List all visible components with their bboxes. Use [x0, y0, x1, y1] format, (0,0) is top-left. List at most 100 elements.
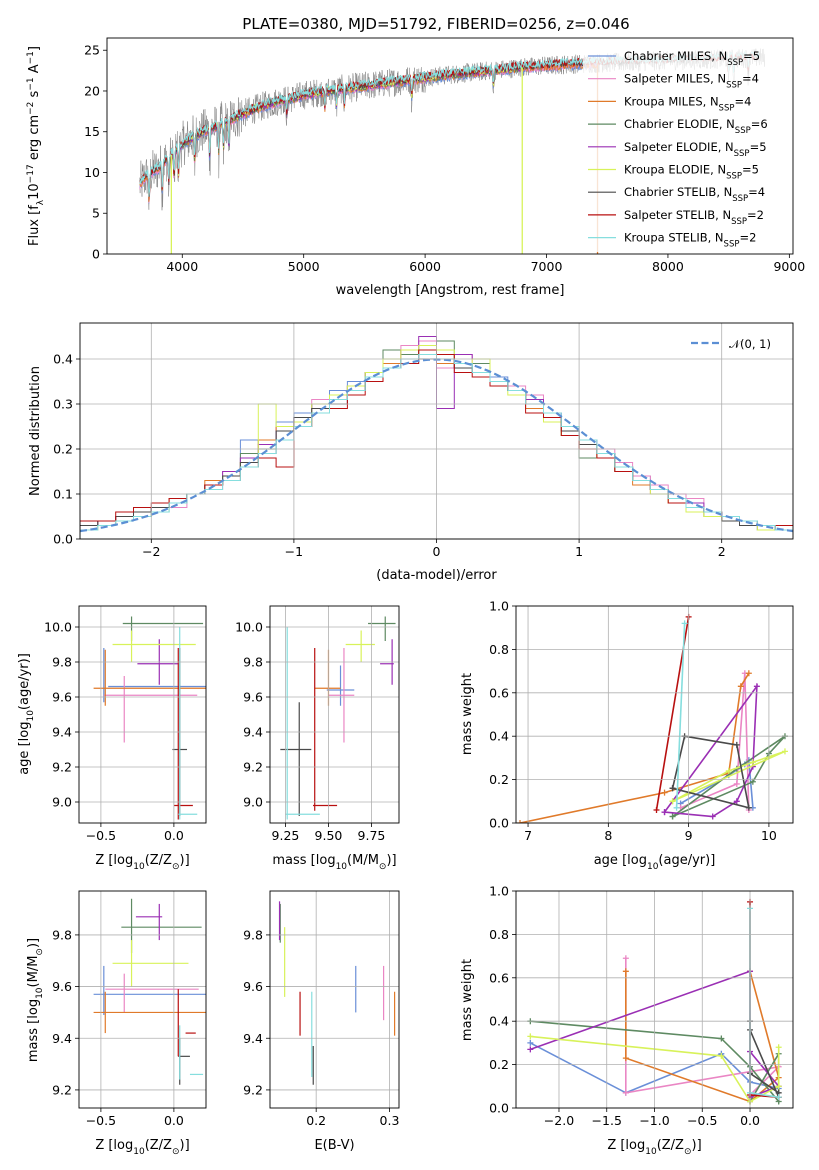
legend-sub: SSP	[719, 103, 735, 113]
spectrum-y-tick-label: 20	[84, 83, 100, 98]
legend-name: Salpeter MILES, N	[624, 72, 726, 86]
massweight_vs_Z-marker	[622, 1055, 629, 1062]
age_vs_Z-plot-area	[93, 616, 206, 820]
massweight_vs_Z-y-tick-label: 0.8	[489, 927, 509, 942]
residuals-y-tick-label: 0.2	[53, 442, 73, 457]
mass_vs_Z-x-label-part-1: 10	[133, 1147, 145, 1157]
massweight_vs_age-y-tick-label: 0.0	[489, 816, 509, 831]
spectrum-y-tick-label: 15	[84, 124, 100, 139]
massweight_vs_age-y-tick-label: 0.4	[489, 729, 509, 744]
age_vs_Z-x-label: Z [log10(Z/Z⊙)]	[95, 853, 189, 872]
massweight_vs_Z-marker	[775, 1083, 782, 1090]
massweight_vs_Z-marker	[775, 1044, 782, 1051]
residuals-x-tick-label: −1	[285, 544, 303, 559]
massweight_vs_Z-y-label: mass weight	[460, 959, 475, 1041]
massweight_vs_age-marker	[673, 804, 680, 811]
age_vs_Z-y-label: age [log10(age/yr)]	[17, 653, 36, 775]
mass_vs_Z-y-tick-label: 9.4	[52, 1031, 72, 1046]
spectrum-x-tick-label: 5000	[288, 259, 320, 274]
massweight_vs_age-marker	[669, 813, 676, 820]
massweight_vs_age-marker	[753, 683, 760, 690]
spectrum-x-tick-label: 9000	[773, 259, 805, 274]
residuals-y-tick-label: 0.4	[53, 352, 73, 367]
spectrum-legend-entry: Kroupa STELIB, NSSP=2	[624, 231, 756, 250]
residuals-x-tick-label: −2	[142, 544, 160, 559]
massweight_vs_age-marker	[709, 813, 716, 820]
age_vs_mass-x-tick-label: 9.50	[315, 828, 343, 843]
mass_vs_Z-y-label-part-1: 10	[35, 987, 45, 999]
legend-sub: SSP	[727, 58, 743, 68]
spectrum-legend-entry: Chabrier MILES, NSSP=5	[624, 49, 760, 68]
legend-sub: SSP	[726, 172, 742, 182]
massweight_vs_Z-marker	[622, 968, 629, 975]
age_vs_mass-point-8	[285, 627, 320, 820]
massweight_vs_age-x-tick-label: 7	[524, 828, 532, 843]
age_vs_Z-frame	[78, 605, 207, 824]
age_vs_mass-point-3	[368, 616, 396, 641]
age_vs_mass-point-5	[345, 630, 375, 662]
massweight_vs_Z-axes: −2.0 −1.5 −1.0 −0.5 0.0 0.0 0.2 0.4 0.6 0.8 1.0 Z […	[460, 884, 794, 1157]
spectrum-legend-entry: Salpeter MILES, NSSP=4	[624, 72, 759, 91]
legend-suffix: =5	[743, 49, 760, 63]
spectrum-y-tick-label: 0	[92, 247, 100, 262]
age_vs_Z-point-5	[112, 630, 196, 662]
mass_vs_Z-y-tick-label: 9.6	[52, 979, 72, 994]
mass_vs_Z-x-tick-label: −0.5	[86, 1113, 116, 1128]
residuals-legend-label: 𝒩(0, 1)	[729, 337, 771, 351]
residuals-x-tick-label: 0	[433, 544, 441, 559]
spectrum-y-tick-label: 10	[84, 165, 100, 180]
massweight_vs_Z-marker	[527, 1033, 534, 1040]
legend-sub: SSP	[735, 126, 751, 136]
mass_vs_EBV-y-tick-label: 9.2	[243, 1082, 263, 1097]
mass_vs_EBV-x-label: E(B-V)	[314, 1138, 354, 1153]
age_vs_Z-x-label-part-4: )]	[180, 853, 190, 868]
massweight_vs_age-marker	[745, 670, 752, 677]
age_vs_Z-y-tick-label: 9.6	[52, 690, 72, 705]
age_vs_mass-x-label: mass [log10(M/M⊙)]	[272, 853, 396, 872]
spectrum-legend-box	[583, 43, 791, 252]
spectrum-y-label-part: 10	[27, 183, 42, 200]
massweight_vs_Z-y-tick-label: 0.2	[489, 1057, 509, 1072]
age_vs_mass-axes: 9.25 9.50 9.75 9.0 9.2 9.4 9.6 9.8 10.0 mass [log…	[235, 605, 400, 872]
age_vs_mass-y-tick-label: 9.4	[243, 725, 263, 740]
massweight_vs_age-x-label-part-1: 10	[647, 862, 659, 872]
massweight_vs_age-frame	[515, 605, 794, 824]
age_vs_Z-point-7	[173, 648, 193, 820]
age_vs_Z-x-label-part-1: 10	[133, 862, 145, 872]
legend-name: Chabrier ELODIE, N	[624, 117, 735, 131]
massweight_vs_Z-y-tick-label: 0.0	[489, 1101, 509, 1116]
spectrum-frame	[106, 37, 794, 255]
age_vs_Z-x-label-part-3: ⊙	[172, 862, 180, 872]
massweight_vs_age-marker	[669, 798, 676, 805]
massweight_vs_age-x-tick-label: 10	[761, 828, 777, 843]
age_vs_mass-frame	[269, 605, 400, 824]
massweight_vs_age-series-1	[680, 673, 750, 811]
age_vs_Z-x-label-part-2: (Z/Z	[145, 853, 172, 868]
legend-suffix: =4	[742, 72, 759, 86]
age_vs_Z-y-tick-label: 10.0	[44, 620, 72, 635]
massweight_vs_Z-x-label-part-4: )]	[692, 1138, 702, 1153]
legend-sub: SSP	[734, 149, 750, 159]
massweight_vs_Z-marker	[718, 1035, 725, 1042]
age_vs_Z-y-label-part-2: (age/yr)]	[17, 653, 32, 710]
massweight_vs_age-marker	[661, 789, 668, 796]
spectrum-x-tick-label: 4000	[166, 259, 198, 274]
age_vs_Z-x-label-part-0: Z [log	[95, 853, 133, 868]
spectrum-y-label-part: −1	[26, 51, 36, 64]
massweight_vs_age-marker	[745, 804, 752, 811]
massweight_vs_age-y-label: mass weight	[460, 673, 475, 755]
age_vs_Z-x-tick-label: 0.0	[164, 828, 184, 843]
spectrum-y-tick-label: 25	[84, 43, 100, 58]
mass_vs_Z-point-0	[93, 965, 206, 1015]
mass_vs_Z-y-label-part-4: )]	[26, 938, 41, 948]
age_vs_mass-y-tick-label: 9.8	[243, 655, 263, 670]
spectrum-x-tick-label: 6000	[409, 259, 441, 274]
mass_vs_Z-x-label: Z [log10(Z/Z⊙)]	[95, 1138, 189, 1157]
massweight_vs_Z-marker	[718, 1052, 725, 1059]
spectrum-y-label-part: ]	[27, 46, 42, 51]
age_vs_mass-x-label-part-2: (M/M	[347, 853, 379, 868]
age_vs_Z-point-2	[93, 649, 206, 706]
